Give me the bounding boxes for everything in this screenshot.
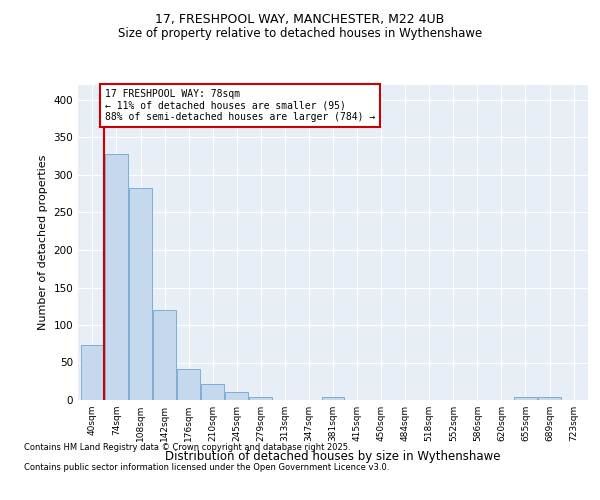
Bar — [250, 397, 272, 400]
Bar — [538, 397, 561, 400]
Text: Contains public sector information licensed under the Open Government Licence v3: Contains public sector information licen… — [24, 462, 389, 471]
Bar — [81, 344, 104, 400]
Bar — [129, 188, 152, 400]
Text: 17 FRESHPOOL WAY: 78sqm
← 11% of detached houses are smaller (95)
88% of semi-de: 17 FRESHPOOL WAY: 78sqm ← 11% of detache… — [105, 88, 375, 122]
Y-axis label: Number of detached properties: Number of detached properties — [38, 155, 48, 330]
Text: Contains HM Land Registry data © Crown copyright and database right 2025.: Contains HM Land Registry data © Crown c… — [24, 442, 350, 452]
Bar — [177, 368, 200, 400]
Bar — [514, 397, 537, 400]
Bar — [201, 384, 224, 400]
Bar — [226, 392, 248, 400]
Bar — [322, 397, 344, 400]
Text: Size of property relative to detached houses in Wythenshawe: Size of property relative to detached ho… — [118, 28, 482, 40]
X-axis label: Distribution of detached houses by size in Wythenshawe: Distribution of detached houses by size … — [165, 450, 501, 462]
Bar — [105, 154, 128, 400]
Bar — [153, 310, 176, 400]
Text: 17, FRESHPOOL WAY, MANCHESTER, M22 4UB: 17, FRESHPOOL WAY, MANCHESTER, M22 4UB — [155, 12, 445, 26]
